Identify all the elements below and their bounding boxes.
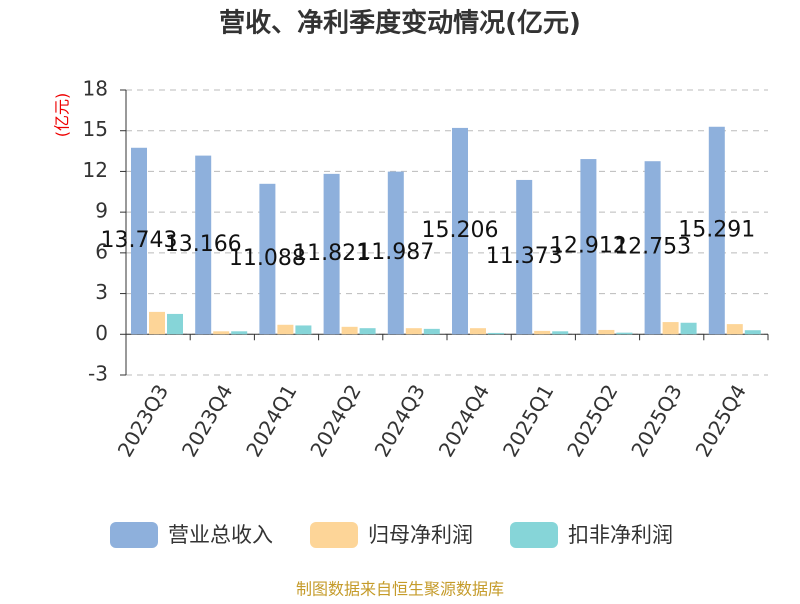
bar: [149, 311, 165, 335]
bar: [295, 325, 312, 335]
bar: [616, 332, 633, 335]
x-tick-label: 2024Q3: [370, 380, 430, 461]
legend-label: 扣非净利润: [568, 523, 673, 547]
bar: [341, 326, 358, 335]
x-tick-label: 2023Q4: [177, 380, 237, 461]
bar: [644, 161, 661, 335]
y-tick-label: -3: [88, 362, 108, 386]
bar: [259, 183, 276, 335]
data-label: 13.743: [101, 228, 178, 253]
bar: [680, 322, 697, 335]
bar: [708, 126, 725, 335]
chart-title: 营收、净利季度变动情况(亿元): [219, 8, 581, 39]
data-label: 11.088: [229, 246, 306, 271]
bar: [423, 328, 440, 335]
bar: [213, 331, 230, 335]
y-tick-label: 0: [95, 321, 108, 345]
y-tick-label: 9: [95, 199, 108, 223]
bar: [488, 332, 504, 335]
bar: [726, 324, 743, 335]
x-tick-label: 2025Q4: [691, 380, 751, 461]
data-label: 12.753: [614, 235, 691, 260]
bar: [277, 324, 294, 335]
bar: [167, 313, 183, 335]
bar: [580, 159, 597, 335]
data-label: 15.206: [422, 218, 499, 243]
x-tick-label: 2024Q1: [241, 380, 301, 461]
y-axis-label: (亿元): [53, 93, 72, 138]
bar: [552, 331, 569, 335]
legend-label: 营业总收入: [168, 523, 273, 547]
bar: [131, 147, 147, 335]
x-tick-label: 2024Q2: [305, 380, 365, 461]
y-tick-label: 3: [95, 280, 108, 304]
bar: [470, 328, 486, 335]
y-tick-label: 18: [83, 77, 108, 101]
bar: [662, 322, 679, 335]
source-note: 制图数据来自恒生聚源数据库: [296, 580, 504, 599]
x-tick-label: 2025Q1: [498, 380, 558, 461]
bar: [195, 155, 212, 335]
bar: [359, 328, 376, 335]
x-tick-label: 2025Q2: [562, 380, 622, 461]
bar: [452, 127, 468, 335]
bar: [744, 330, 761, 335]
data-label: 13.166: [165, 232, 242, 257]
legend-label: 归母净利润: [368, 523, 473, 547]
x-tick-label: 2024Q4: [434, 380, 494, 461]
data-label: 12.912: [550, 234, 627, 259]
bar: [598, 329, 615, 335]
bar: [231, 331, 248, 335]
bar: [387, 171, 404, 335]
y-tick-label: 6: [95, 239, 108, 263]
x-tick-label: 2025Q3: [626, 380, 686, 461]
data-label: 11.373: [486, 244, 563, 269]
legend-swatch: [110, 522, 158, 548]
bar: [534, 330, 551, 335]
legend-swatch: [510, 522, 558, 548]
x-tick-label: 2023Q3: [113, 380, 173, 461]
data-label: 15.291: [678, 218, 755, 243]
bar: [516, 179, 533, 335]
data-label: 11.821: [293, 241, 370, 266]
bar: [405, 328, 422, 335]
bar: [323, 173, 340, 335]
legend-swatch: [310, 522, 358, 548]
data-label: 11.987: [357, 240, 434, 265]
y-tick-label: 15: [83, 117, 108, 141]
y-tick-label: 12: [83, 158, 108, 182]
